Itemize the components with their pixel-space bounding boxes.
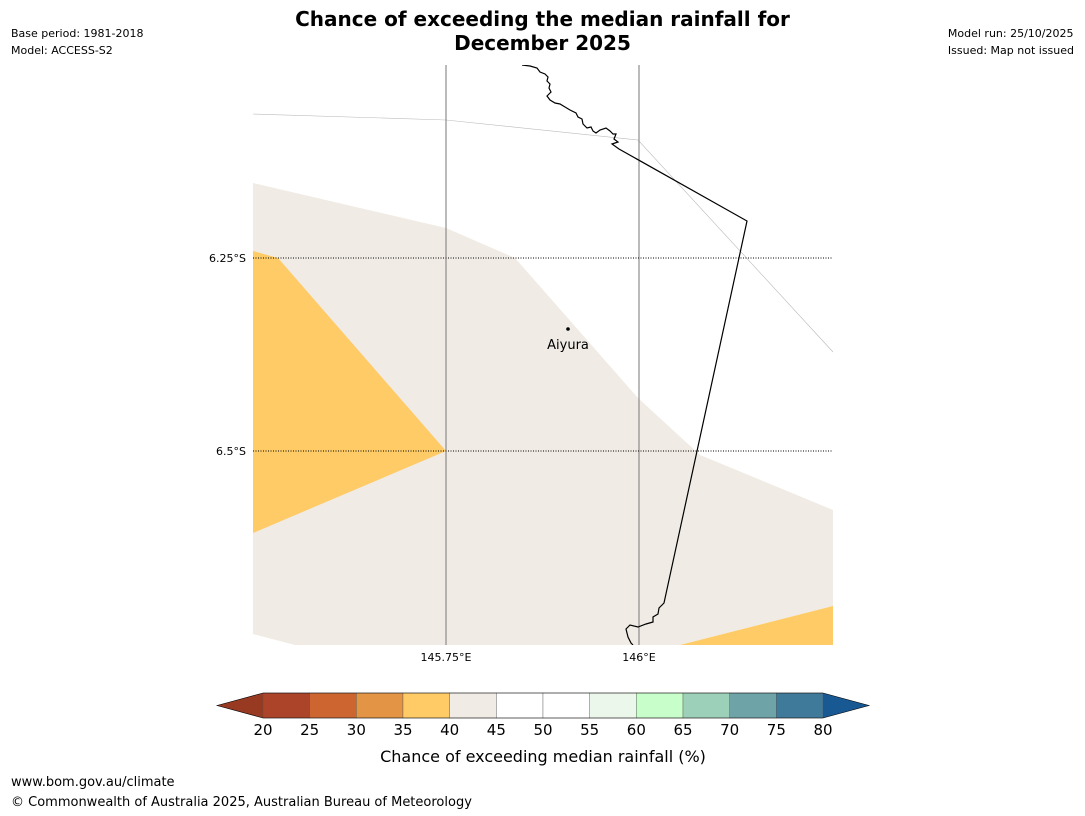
meta-left: Base period: 1981-2018 Model: ACCESS-S2 [11, 25, 143, 59]
probability-region-35-40-west [253, 251, 446, 533]
map-title: Chance of exceeding the median rainfall … [0, 7, 1085, 55]
colorbar: 20 25 30 35 40 45 50 55 60 65 70 75 80 [215, 692, 871, 739]
lon-label-146: 146°E [622, 651, 655, 664]
meta-right: Model run: 25/10/2025 Issued: Map not is… [948, 25, 1074, 59]
colorbar-label: Chance of exceeding median rainfall (%) [380, 747, 706, 766]
colorbar-segment [682, 692, 730, 719]
model-run: Model run: 25/10/2025 [947, 27, 1074, 40]
colorbar-tick-label: 75 [767, 721, 786, 739]
province-boundary [253, 113, 833, 353]
colorbar-tick-label: 25 [300, 721, 319, 739]
probability-region-40-45 [253, 183, 833, 645]
colorbar-tick-label: 55 [580, 721, 599, 739]
colorbar-segment [496, 692, 544, 719]
colorbar-over-arrow [823, 693, 869, 718]
footer-copyright: © Commonwealth of Australia 2025, Austra… [11, 795, 472, 810]
colorbar-segment [262, 692, 310, 719]
footer-url[interactable]: www.bom.gov.au/climate [11, 775, 175, 790]
colorbar-segment [636, 692, 684, 719]
colorbar-tick-label: 80 [813, 721, 832, 739]
colorbar-tick-label: 30 [347, 721, 366, 739]
lat-label-6-25: 6.25°S [209, 252, 246, 265]
colorbar-tick-label: 70 [720, 721, 739, 739]
colorbar-tick-label: 35 [393, 721, 412, 739]
location-label: Aiyura [547, 338, 589, 353]
colorbar-segment [729, 692, 777, 719]
map-panel [253, 65, 833, 645]
colorbar-segment [776, 692, 824, 719]
base-period: Base period: 1981-2018 [11, 27, 144, 40]
coastline [521, 65, 748, 645]
lat-label-6-5: 6.5°S [216, 445, 246, 458]
colorbar-tick-labels: 20 25 30 35 40 45 50 55 60 65 70 75 80 [253, 721, 832, 739]
model-name: Model: ACCESS-S2 [11, 44, 113, 57]
colorbar-segment [449, 692, 497, 719]
title-line-2: December 2025 [454, 31, 631, 55]
colorbar-segment [309, 692, 357, 719]
location-marker[interactable] [566, 327, 570, 331]
colorbar-under-arrow [217, 693, 263, 718]
colorbar-tick-label: 65 [673, 721, 692, 739]
colorbar-segments [262, 692, 824, 719]
probability-region-35-40-southeast [680, 606, 833, 645]
colorbar-segment [589, 692, 637, 719]
issued-status: Issued: Map not issued [947, 44, 1074, 57]
lon-label-145-75: 145.75°E [421, 651, 472, 664]
colorbar-tick-label: 60 [627, 721, 646, 739]
colorbar-tick-label: 20 [253, 721, 272, 739]
colorbar-segment [356, 692, 404, 719]
colorbar-tick-label: 50 [533, 721, 552, 739]
title-line-1: Chance of exceeding the median rainfall … [295, 7, 790, 31]
colorbar-segment [402, 692, 450, 719]
colorbar-outline [215, 692, 871, 719]
colorbar-segment [542, 692, 590, 719]
colorbar-tick-label: 45 [487, 721, 506, 739]
colorbar-tick-label: 40 [440, 721, 459, 739]
